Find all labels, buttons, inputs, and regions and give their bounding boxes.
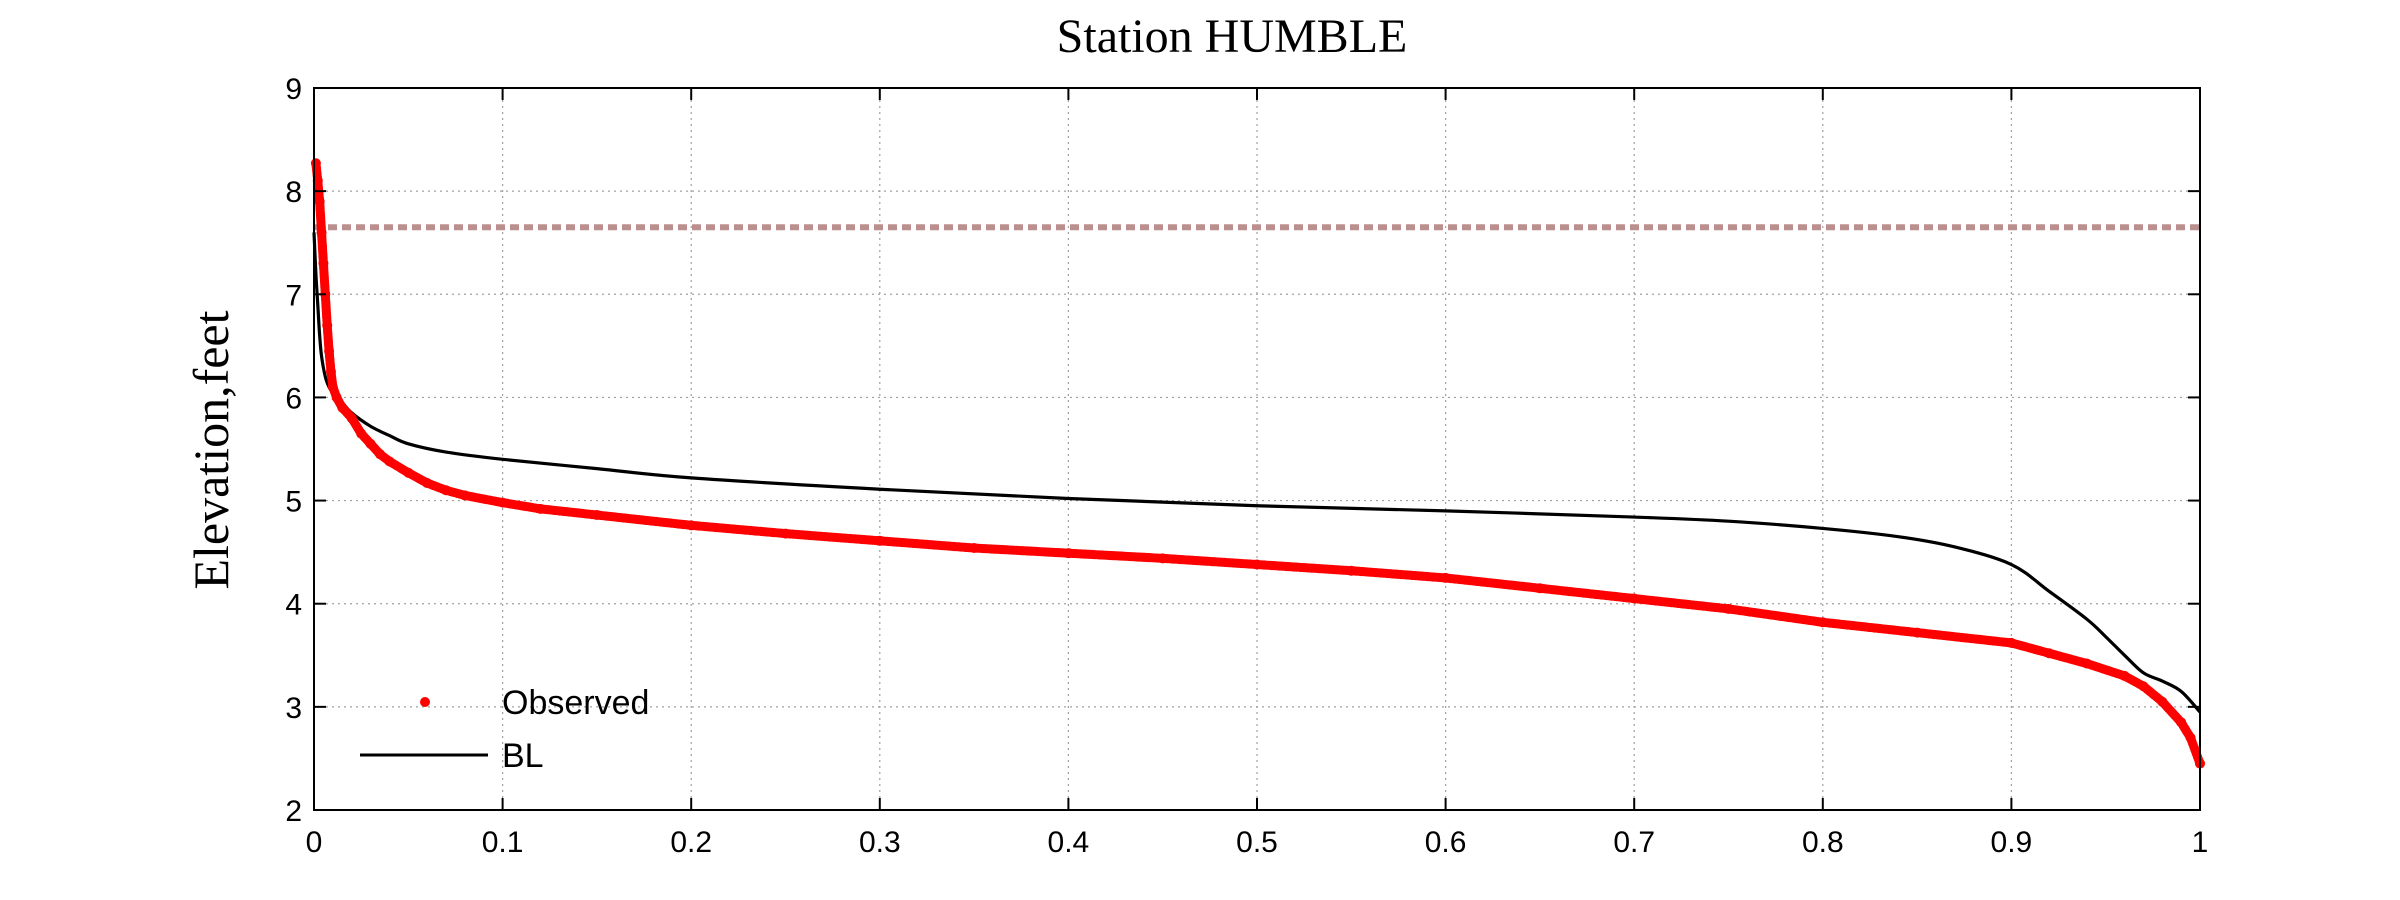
x-tick-label: 0.7: [1613, 826, 1655, 859]
x-tick-label: 0.3: [859, 826, 901, 859]
x-tick-label: 0.8: [1802, 826, 1844, 859]
y-axis-label: Elevation,feet: [183, 310, 239, 589]
x-tick-label: 0.5: [1236, 826, 1278, 859]
axis-ticks: [313, 87, 2201, 811]
legend-observed-label: Observed: [502, 684, 649, 722]
y-tick-label: 6: [285, 382, 302, 415]
x-tick-label: 0.1: [482, 826, 524, 859]
x-tick-labels: 0 0.1 0.2 0.3 0.4 0.5 0.6 0.7 0.8 0.9 1: [306, 826, 2209, 859]
x-tick-label: 0.9: [1991, 826, 2033, 859]
y-tick-label: 8: [285, 176, 302, 209]
y-tick-labels: 2 3 4 5 6 7 8 9: [285, 73, 302, 828]
x-tick-label: 1: [2192, 826, 2209, 859]
y-tick-label: 9: [285, 73, 302, 106]
series-observed-group: [310, 158, 2205, 769]
legend: Observed BL: [360, 684, 649, 775]
legend-bl-label: BL: [502, 737, 544, 775]
chart-title: Station HUMBLE: [1057, 10, 1408, 63]
grid: [314, 88, 2200, 810]
y-tick-label: 7: [285, 279, 302, 312]
x-tick-label: 0.4: [1048, 826, 1090, 859]
y-tick-label: 5: [285, 486, 302, 519]
x-tick-label: 0.2: [670, 826, 712, 859]
y-tick-label: 2: [285, 795, 302, 828]
x-tick-label: 0: [306, 826, 323, 859]
y-tick-label: 3: [285, 692, 302, 725]
legend-observed-marker: [420, 697, 430, 707]
y-tick-label: 4: [285, 589, 302, 622]
x-tick-label: 0.6: [1425, 826, 1467, 859]
